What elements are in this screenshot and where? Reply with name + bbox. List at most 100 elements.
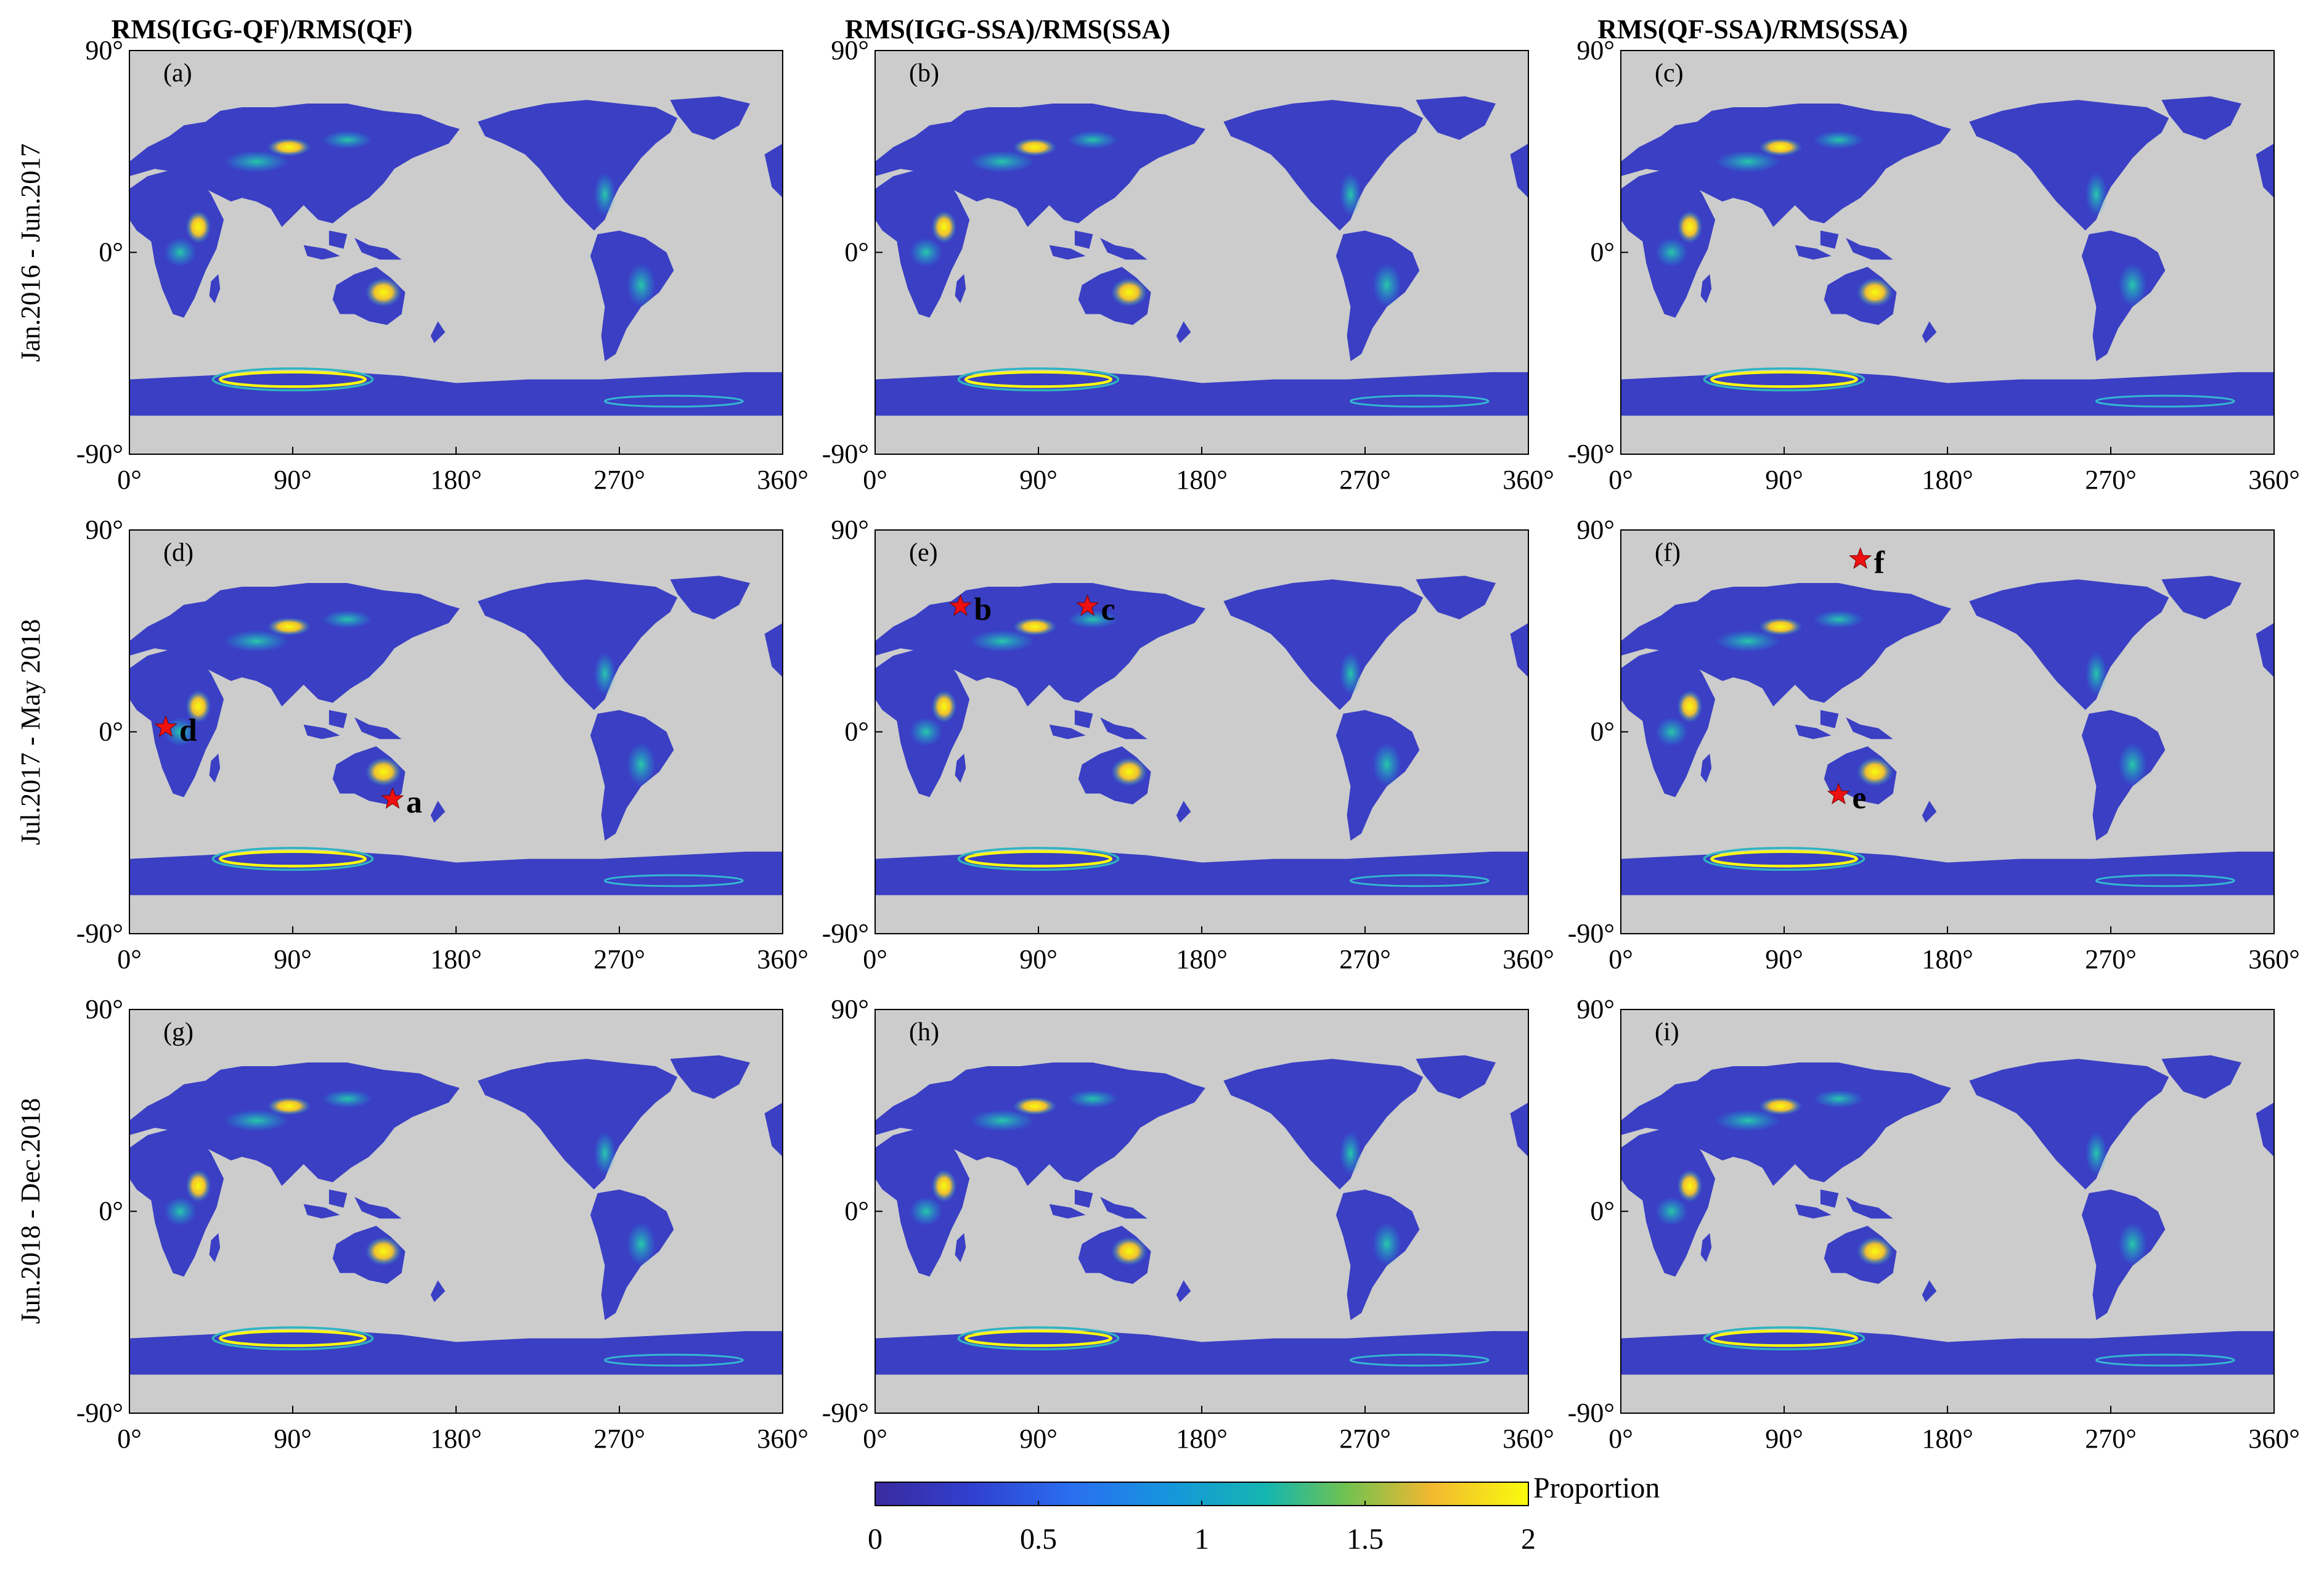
x-tick-label: 90° [274,944,312,974]
x-tick-label: 180° [1176,1424,1228,1454]
station-label: b [974,592,992,627]
map-panel-d: (d)90°0°-90°0° 90° 180° 270° 360°da [76,515,809,974]
x-tick-label: 90° [1765,1424,1803,1454]
x-tick-label: 90° [274,1424,312,1454]
x-tick-label: 90° [1765,944,1803,974]
station-label: a [406,785,422,820]
x-tick-label: 360° [2248,944,2300,974]
x-tick-label: 270° [2085,465,2137,495]
station-star-marker [1076,594,1099,616]
row-label-2: Jul.2017 - May 2018 [15,619,46,846]
map-panel-c: (c)90°0°-90°0° 90° 180° 270° 360° [1568,35,2300,495]
x-tick-label: 180° [1922,1424,1973,1454]
column-title-3: RMS(QF-SSA)/RMS(SSA) [1597,14,1908,44]
colorbar-tick-label: 2 [1521,1523,1536,1556]
x-tick-label: 270° [593,1424,645,1454]
x-tick-label: 360° [757,465,809,495]
y-tick-label: 90° [85,515,123,545]
y-tick-label: 0° [1590,237,1615,267]
x-tick-label: 90° [1019,1424,1058,1454]
x-tick-label: 0° [1608,1424,1633,1454]
y-tick-label: 90° [831,515,869,545]
column-title-2: RMS(IGG-SSA)/RMS(SSA) [845,14,1170,44]
station-label: e [1852,780,1866,815]
y-tick-label: 0° [99,237,123,267]
panel-label: (h) [909,1018,939,1046]
colorbar-tick-label: 1 [1194,1523,1209,1556]
map-panel-i: (i)90°0°-90°0° 90° 180° 270° 360° [1568,994,2300,1454]
map-panel-g: (g)90°0°-90°0° 90° 180° 270° 360° [76,994,809,1454]
y-tick-label: 0° [844,237,869,267]
panel-label: (e) [909,539,938,567]
x-tick-label: 180° [1922,465,1973,495]
station-star-marker [948,594,972,616]
map-panel-a: (a)90°0°-90°0° 90° 180° 270° 360° [76,35,809,495]
x-tick-label: 270° [1339,944,1391,974]
row-label-1: Jan.2016 - Jun.2017 [15,144,46,362]
colorbar: Proportion 0 0.5 1 1.5 2 [868,1472,1660,1556]
y-tick-label: 90° [1576,515,1615,545]
y-tick-label: 0° [99,1196,123,1226]
map-panel-f: (f)90°0°-90°0° 90° 180° 270° 360°fe [1568,515,2300,974]
y-tick-label: 90° [1576,35,1615,65]
x-tick-label: 0° [117,465,142,495]
panel-label: (c) [1655,59,1684,88]
x-tick-label: 180° [430,944,482,974]
y-tick-label: -90° [76,1398,123,1428]
y-tick-label: 0° [99,717,123,747]
y-tick-label: 90° [85,994,123,1024]
colorbar-tick-label: 0 [868,1523,883,1556]
y-tick-label: 90° [831,994,869,1024]
station-label: d [179,713,197,748]
y-tick-label: 0° [844,717,869,747]
x-tick-label: 270° [2085,944,2137,974]
panel-label: (f) [1655,539,1681,567]
x-tick-label: 0° [117,944,142,974]
y-tick-label: 0° [1590,717,1615,747]
panel-label: (g) [163,1018,194,1046]
x-tick-label: 360° [757,944,809,974]
x-tick-label: 270° [593,944,645,974]
x-tick-label: 270° [1339,1424,1391,1454]
y-tick-label: -90° [822,918,869,948]
panel-label: (d) [163,539,194,567]
x-tick-label: 360° [1502,465,1554,495]
station-label: f [1874,545,1885,580]
x-tick-label: 0° [863,465,887,495]
colorbar-label: Proportion [1533,1472,1660,1504]
x-tick-label: 0° [863,944,887,974]
x-tick-label: 360° [1502,944,1554,974]
panel-label: (i) [1655,1018,1679,1046]
x-tick-label: 180° [1922,944,1973,974]
y-tick-label: -90° [76,918,123,948]
x-tick-label: 270° [2085,1424,2137,1454]
x-tick-label: 180° [1176,944,1228,974]
x-tick-label: 180° [430,1424,482,1454]
station-star-marker [381,787,404,809]
row-label-3: Jun.2018 - Dec.2018 [15,1098,46,1324]
map-panel-e: (e)90°0°-90°0° 90° 180° 270° 360°b c [822,515,1554,974]
station-label: c [1101,592,1115,627]
y-tick-label: 0° [844,1196,869,1226]
x-tick-label: 270° [593,465,645,495]
y-tick-label: -90° [1568,1398,1615,1428]
map-panel-h: (h)90°0°-90°0° 90° 180° 270° 360° [822,994,1554,1454]
x-tick-label: 360° [2248,1424,2300,1454]
x-tick-label: 0° [863,1424,887,1454]
colorbar-tick-label: 0.5 [1020,1523,1057,1556]
station-star-marker [154,715,177,737]
x-tick-label: 90° [274,465,312,495]
x-tick-label: 360° [2248,465,2300,495]
map-panel-b: (b)90°0°-90°0° 90° 180° 270° 360° [822,35,1554,495]
x-tick-label: 180° [1176,465,1228,495]
y-tick-label: 90° [1576,994,1615,1024]
x-tick-label: 0° [117,1424,142,1454]
x-tick-label: 90° [1019,944,1058,974]
colorbar-tick-label: 1.5 [1347,1523,1384,1556]
x-tick-label: 90° [1019,465,1058,495]
y-tick-label: 90° [831,35,869,65]
y-tick-label: 0° [1590,1196,1615,1226]
y-tick-label: -90° [822,439,869,469]
x-tick-label: 270° [1339,465,1391,495]
